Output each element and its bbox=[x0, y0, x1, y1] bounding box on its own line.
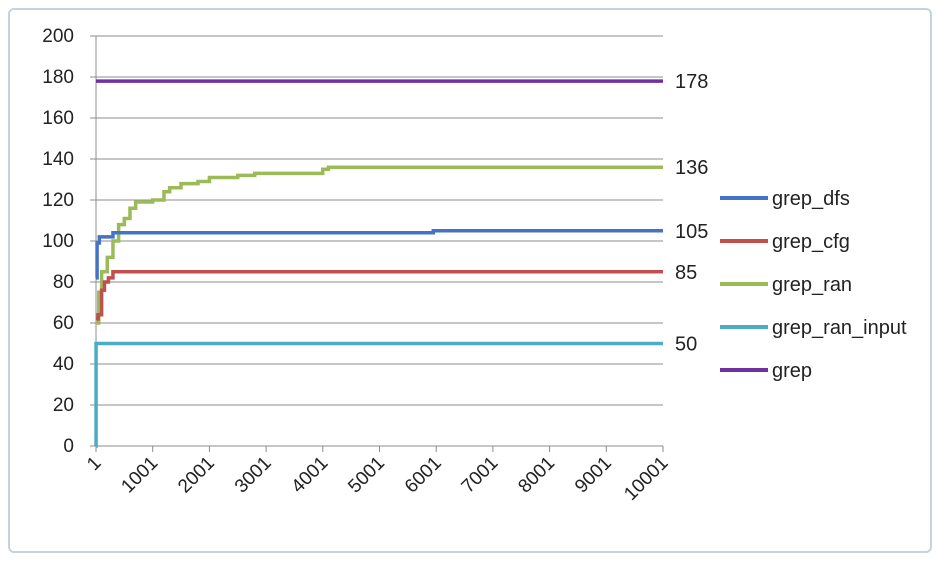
x-tick-label: 2001 bbox=[174, 453, 219, 498]
x-tick-label: 1 bbox=[83, 453, 105, 475]
y-tick-label: 20 bbox=[53, 395, 74, 416]
series-line-grep-cfg bbox=[96, 270, 663, 321]
x-tick-label: 10001 bbox=[620, 453, 672, 505]
series-line-grep-ran bbox=[96, 165, 663, 325]
end-value-label: 85 bbox=[675, 262, 697, 284]
legend-label-grep-ran: grep_ran bbox=[772, 274, 852, 296]
y-tick-label: 100 bbox=[42, 231, 74, 252]
y-tick-label: 140 bbox=[42, 149, 74, 170]
legend-label-grep-ran-input: grep_ran_input bbox=[772, 317, 907, 339]
y-tick-label: 80 bbox=[53, 272, 74, 293]
end-value-label: 136 bbox=[675, 157, 708, 179]
y-tick-label: 120 bbox=[42, 190, 74, 211]
x-tick-label: 5001 bbox=[344, 453, 389, 498]
y-tick-label: 0 bbox=[63, 436, 74, 457]
chart-frame bbox=[8, 8, 932, 553]
x-tick-label: 8001 bbox=[514, 453, 559, 498]
y-tick-label: 40 bbox=[53, 354, 74, 375]
legend-label-grep: grep bbox=[772, 360, 812, 382]
end-value-label: 50 bbox=[675, 334, 697, 356]
end-value-label: 178 bbox=[675, 71, 708, 93]
series-line-grep-ran-input bbox=[94, 341, 663, 448]
x-tick-label: 7001 bbox=[458, 453, 503, 498]
x-tick-label: 4001 bbox=[288, 453, 333, 498]
x-tick-label: 3001 bbox=[231, 453, 276, 498]
y-tick-label: 60 bbox=[53, 313, 74, 334]
legend-label-grep-cfg: grep_cfg bbox=[772, 231, 850, 253]
y-tick-label: 180 bbox=[42, 67, 74, 88]
x-tick-label: 6001 bbox=[401, 453, 446, 498]
x-tick-label: 1001 bbox=[117, 453, 162, 498]
y-tick-label: 160 bbox=[42, 108, 74, 129]
y-tick-label: 200 bbox=[42, 26, 74, 47]
legend-label-grep-dfs: grep_dfs bbox=[772, 188, 850, 210]
x-tick-label: 9001 bbox=[571, 453, 616, 498]
end-value-label: 105 bbox=[675, 221, 708, 243]
series-line-grep-dfs bbox=[95, 229, 663, 280]
